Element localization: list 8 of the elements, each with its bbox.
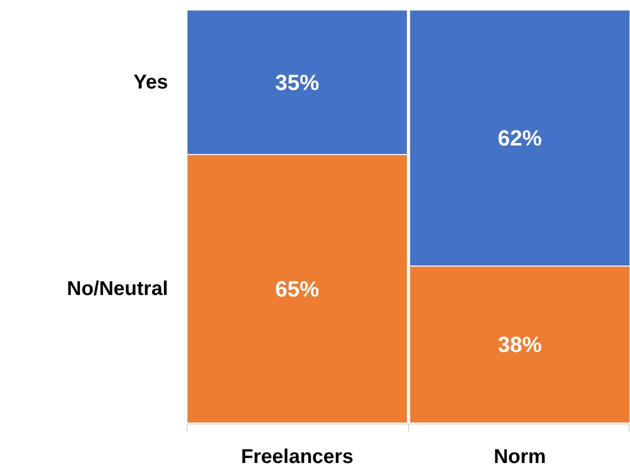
data-label: 62% bbox=[498, 126, 542, 151]
series-label: Yes bbox=[134, 71, 168, 94]
data-label: 65% bbox=[275, 276, 320, 302]
x-tick-label: Norm bbox=[494, 446, 546, 468]
series-label: No/Neutral bbox=[66, 278, 168, 300]
data-label: 35% bbox=[275, 70, 320, 95]
x-tick-label: Freelancers bbox=[241, 446, 354, 468]
data-label: 38% bbox=[498, 332, 542, 358]
